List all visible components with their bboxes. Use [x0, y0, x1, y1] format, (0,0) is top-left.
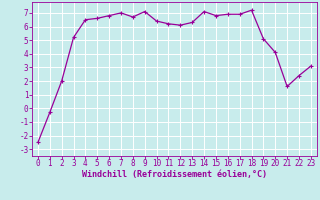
X-axis label: Windchill (Refroidissement éolien,°C): Windchill (Refroidissement éolien,°C) — [82, 170, 267, 179]
